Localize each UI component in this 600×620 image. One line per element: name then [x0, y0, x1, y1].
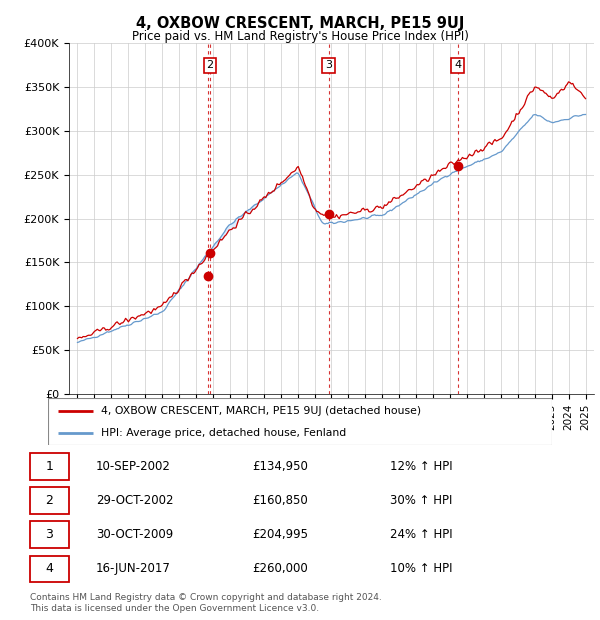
- Text: £160,850: £160,850: [252, 494, 308, 507]
- Text: 4: 4: [454, 60, 461, 70]
- Text: HPI: Average price, detached house, Fenland: HPI: Average price, detached house, Fenl…: [101, 428, 346, 438]
- Text: 3: 3: [46, 528, 53, 541]
- Text: 29-OCT-2002: 29-OCT-2002: [96, 494, 173, 507]
- Text: 12% ↑ HPI: 12% ↑ HPI: [390, 460, 452, 473]
- Text: 4: 4: [46, 562, 53, 575]
- Text: 3: 3: [325, 60, 332, 70]
- Text: £260,000: £260,000: [252, 562, 308, 575]
- Text: 1: 1: [46, 460, 53, 473]
- Text: 24% ↑ HPI: 24% ↑ HPI: [390, 528, 452, 541]
- Text: £204,995: £204,995: [252, 528, 308, 541]
- Text: Price paid vs. HM Land Registry's House Price Index (HPI): Price paid vs. HM Land Registry's House …: [131, 30, 469, 43]
- Text: 10% ↑ HPI: 10% ↑ HPI: [390, 562, 452, 575]
- Text: 16-JUN-2017: 16-JUN-2017: [96, 562, 171, 575]
- Text: 10-SEP-2002: 10-SEP-2002: [96, 460, 171, 473]
- Text: 4, OXBOW CRESCENT, MARCH, PE15 9UJ: 4, OXBOW CRESCENT, MARCH, PE15 9UJ: [136, 16, 464, 31]
- Text: 30-OCT-2009: 30-OCT-2009: [96, 528, 173, 541]
- Text: 4, OXBOW CRESCENT, MARCH, PE15 9UJ (detached house): 4, OXBOW CRESCENT, MARCH, PE15 9UJ (deta…: [101, 406, 421, 416]
- Text: £134,950: £134,950: [252, 460, 308, 473]
- Text: Contains HM Land Registry data © Crown copyright and database right 2024.
This d: Contains HM Land Registry data © Crown c…: [30, 593, 382, 613]
- Text: 30% ↑ HPI: 30% ↑ HPI: [390, 494, 452, 507]
- Text: 2: 2: [46, 494, 53, 507]
- Text: 2: 2: [206, 60, 214, 70]
